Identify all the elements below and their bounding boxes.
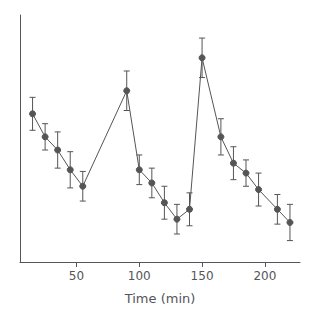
svg-text:50: 50 [69,269,84,283]
svg-text:200: 200 [253,269,276,283]
svg-text:Time (min): Time (min) [124,291,196,306]
svg-text:150: 150 [191,269,214,283]
svg-text:100: 100 [128,269,151,283]
